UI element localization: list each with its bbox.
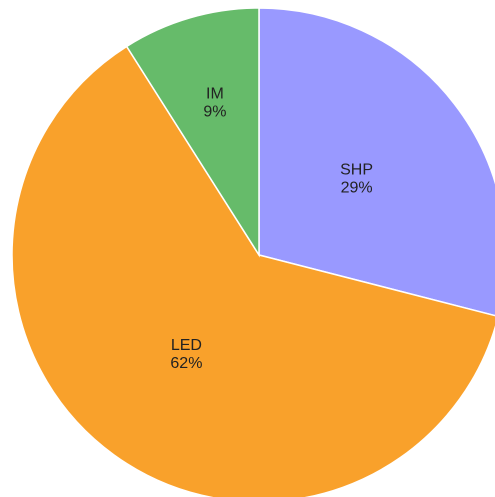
slice-value-label: 62% <box>170 355 202 372</box>
slice-label: LED <box>171 337 202 354</box>
pie-slice <box>125 7 260 258</box>
slice-value-label: 29% <box>341 180 373 197</box>
slice-value-label: 9% <box>203 103 226 120</box>
slice-label: SHP <box>340 162 373 179</box>
slice-label: IM <box>206 85 224 102</box>
pie-slice <box>258 7 495 317</box>
pie-slice <box>11 45 495 497</box>
